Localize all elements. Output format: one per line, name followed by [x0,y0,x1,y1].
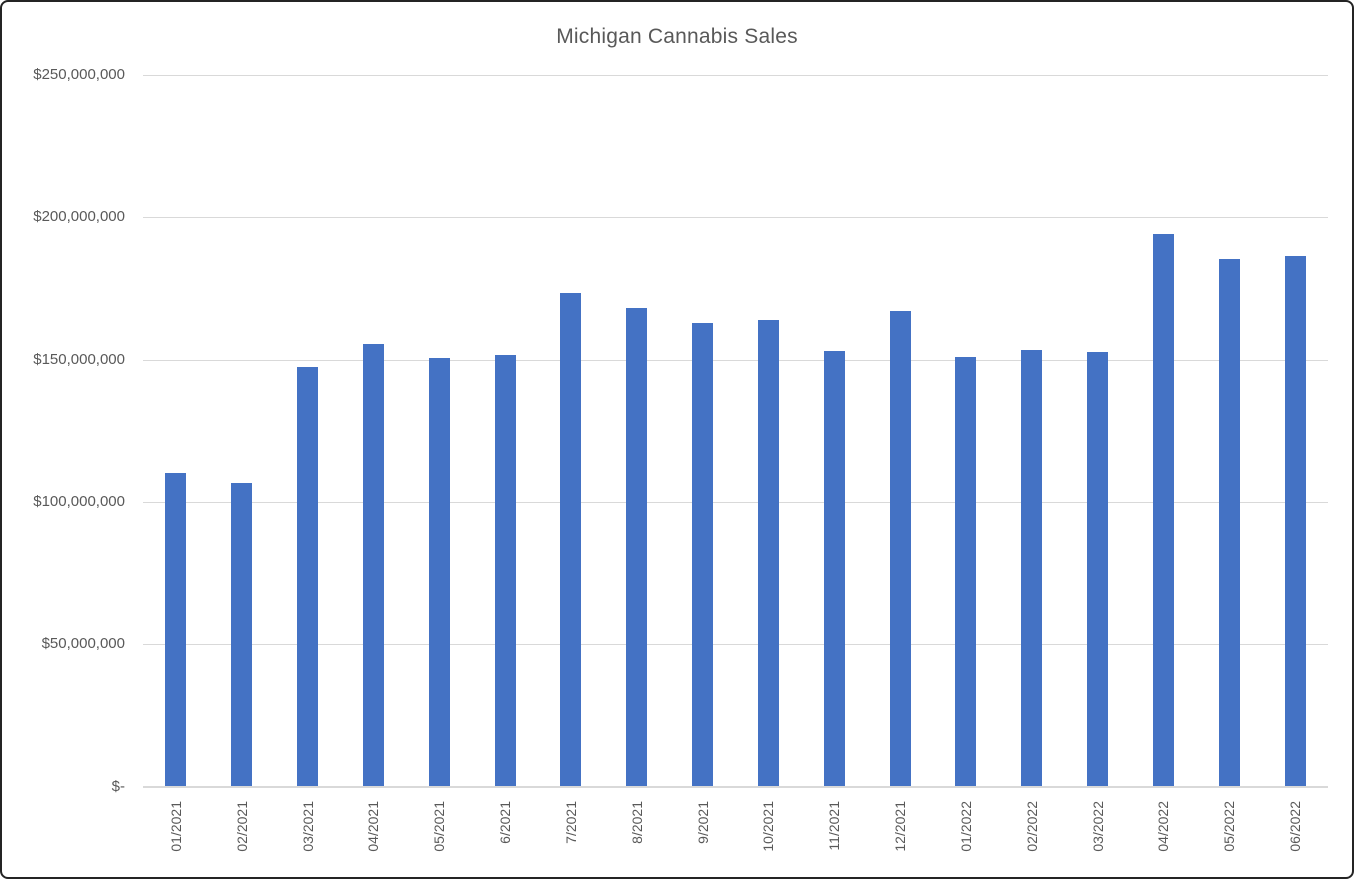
x-tick-label: 8/2021 [628,800,645,844]
bar [428,358,450,787]
bar [757,319,779,787]
x-tick-label: 05/2021 [431,800,448,852]
x-tick-label: 10/2021 [760,800,777,852]
x-tick-label: 12/2021 [892,800,909,852]
bar [362,343,384,787]
bar [889,311,911,787]
y-tick-label: $100,000,000 [33,492,125,510]
bar [955,356,977,787]
x-tick-label: 9/2021 [694,800,711,844]
bar [231,483,253,787]
bar [626,308,648,787]
gridline [143,217,1328,219]
y-tick-label: $- [111,777,125,795]
bar [494,355,516,787]
bar [1021,349,1043,787]
bar [1152,234,1174,787]
x-tick-label: 01/2022 [957,800,974,852]
x-axis-line [143,785,1328,788]
gridline [143,501,1328,503]
x-tick-label: 7/2021 [562,800,579,844]
y-tick-label: $150,000,000 [33,350,125,368]
y-tick-label: $50,000,000 [41,635,125,653]
x-tick-label: 03/2021 [299,800,316,852]
x-tick-label: 01/2021 [167,800,184,852]
x-tick-label: 11/2021 [826,800,843,851]
bar [560,292,582,787]
y-tick-label: $250,000,000 [33,66,125,83]
x-tick-label: 04/2021 [365,800,382,852]
x-tick-label: 02/2021 [233,800,250,852]
x-tick-label: 6/2021 [497,800,514,844]
x-tick-label: 04/2022 [1155,800,1172,852]
chart-title: Michigan Cannabis Sales [556,25,798,48]
bar [165,473,187,787]
gridline [143,359,1328,361]
x-tick-label: 03/2022 [1089,800,1106,852]
gridline [143,644,1328,646]
bar [1087,352,1109,787]
bar [692,322,714,787]
x-tick-label: 02/2022 [1023,800,1040,852]
y-tick-label: $200,000,000 [33,208,125,226]
gridline [143,75,1328,76]
x-tick-label: 06/2022 [1287,800,1304,852]
bar [297,366,319,787]
bar [823,351,845,787]
bar [1218,258,1240,787]
x-tick-label: 05/2022 [1221,800,1238,852]
bar [1284,255,1306,787]
